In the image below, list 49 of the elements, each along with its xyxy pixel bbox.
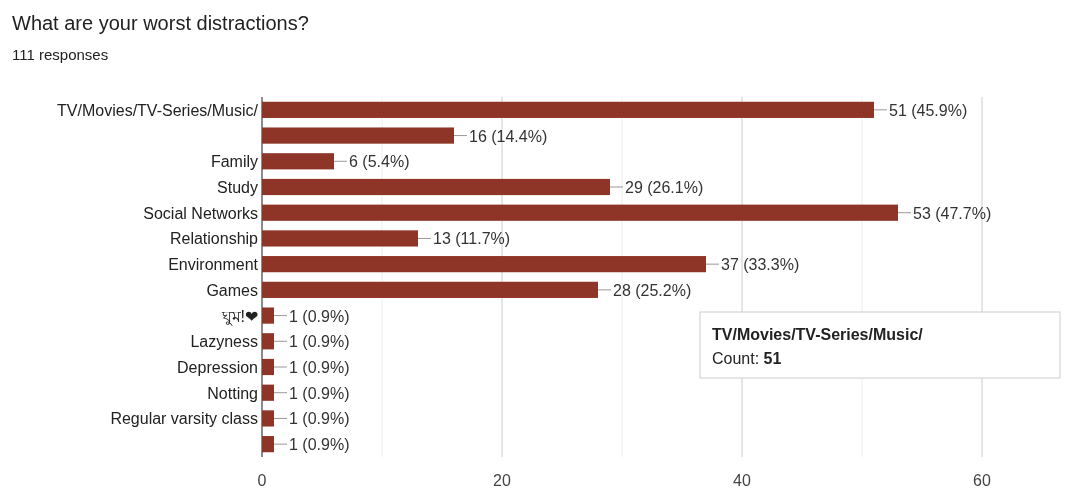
data-label: 16 (14.4%) xyxy=(469,127,548,145)
bar xyxy=(262,384,274,401)
text: 111 responses xyxy=(12,46,109,63)
data-label: 1 (0.9%) xyxy=(289,384,350,402)
data-label: 6 (5.4%) xyxy=(349,153,410,171)
data-label: 51 (45.9%) xyxy=(889,101,968,119)
annotation: TV/Movies/TV-Series/Music/ xyxy=(712,326,924,343)
bar xyxy=(262,333,274,350)
y-tick-label: Lazyness xyxy=(190,333,258,351)
y-tick-label: Family xyxy=(210,153,258,171)
bar xyxy=(262,256,706,273)
x-tick-label: 20 xyxy=(493,472,511,489)
data-label: 1 (0.9%) xyxy=(289,359,350,376)
data-label: 13 (11.7%) xyxy=(433,230,511,248)
data-label: 53 (47.7%) xyxy=(913,204,992,222)
y-tick-label: Environment xyxy=(168,256,259,274)
data-label: 1 (0.9%) xyxy=(289,410,350,428)
y-tick-label: ঘুম!❤ xyxy=(220,307,258,326)
data-label: 29 (26.1%) xyxy=(625,179,704,196)
bar xyxy=(262,307,274,324)
x-tick-label: 60 xyxy=(973,472,991,489)
x-tick-label: 0 xyxy=(257,472,267,489)
data-label: 37 (33.3%) xyxy=(721,256,800,274)
x-tick-label: 40 xyxy=(733,472,751,489)
bar xyxy=(262,153,334,170)
y-tick-label: Social Networks xyxy=(143,204,258,222)
y-tick-label: Regular varsity class xyxy=(110,410,258,428)
data-label: 28 (25.2%) xyxy=(613,281,692,299)
bar xyxy=(262,281,598,298)
chart-title: What are your worst distractions? xyxy=(12,12,309,34)
bar xyxy=(262,230,418,247)
y-tick-label: Study xyxy=(217,179,258,196)
tooltip-card: TV/Movies/TV-Series/Music/ Count: 51 xyxy=(699,311,1061,379)
y-tick-label: Games xyxy=(206,281,258,299)
y-tick-label: Relationship xyxy=(169,230,259,248)
bar xyxy=(262,127,454,144)
bar xyxy=(262,101,874,118)
bar xyxy=(262,178,610,196)
y-tick-label: TV/Movies/TV-Series/Music/ xyxy=(57,101,259,119)
annotation: Count: 51 xyxy=(712,350,782,367)
data-label: 1 (0.9%) xyxy=(289,436,350,454)
data-label: 1 (0.9%) xyxy=(289,307,350,325)
bar xyxy=(262,358,274,376)
bar xyxy=(262,204,898,221)
y-tick-label: Notting xyxy=(207,384,258,402)
bar xyxy=(262,410,274,427)
y-tick-label: Depression xyxy=(177,359,258,376)
data-label: 1 (0.9%) xyxy=(289,333,350,351)
bar xyxy=(262,436,274,453)
